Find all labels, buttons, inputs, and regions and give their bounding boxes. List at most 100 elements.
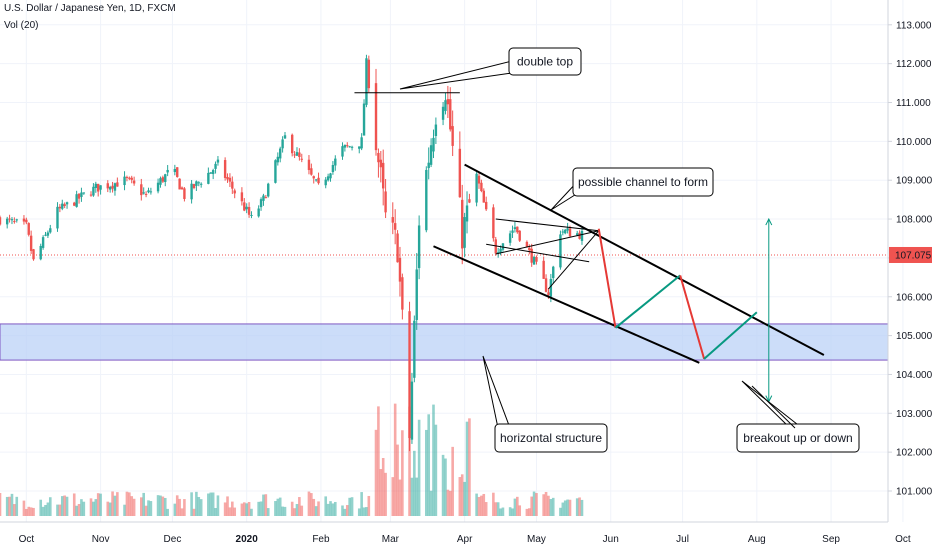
candle [257,205,260,218]
volume-bar [276,498,280,516]
candle [207,167,210,185]
projection-leg[interactable] [679,275,706,360]
volume-bar [75,505,78,516]
candle [180,186,184,190]
candle [262,193,265,206]
volume-bar [451,446,454,516]
volume-bar [233,507,237,516]
candle [564,228,567,235]
candle [243,198,246,212]
candle [513,221,517,233]
wedge-line[interactable] [495,230,599,255]
projection-leg[interactable] [703,311,758,360]
callout-horizontal-structure[interactable]: horizontal structure [482,355,608,453]
volume-bar [207,493,210,516]
projection-leg[interactable] [597,228,617,328]
wedge-line[interactable] [495,218,599,232]
callout-possible-channel[interactable]: possible channel to form [550,167,714,211]
volume-bar [501,507,505,516]
volume-bar [159,495,162,516]
wedge-line[interactable] [486,243,590,263]
volume-bar [568,499,572,516]
price-tick-label: 105.000 [896,331,932,342]
volume-bar [432,404,435,516]
candle [307,155,311,175]
time-tick-label: May [527,534,546,545]
volume-bar [331,503,335,516]
arrow-head-up [765,217,773,226]
time-tick-label: Oct [895,534,911,545]
candle [348,145,351,148]
time-tick-label: Oct [19,534,35,545]
volume-bar [293,508,296,516]
volume-bar [106,501,110,516]
candle [209,172,212,174]
volume-bar [41,506,45,516]
volume-bar [494,502,498,516]
callout-breakout-pointer [751,385,796,429]
volume-bar [527,508,531,516]
volume-bar [92,501,95,516]
volume-bars [0,403,584,516]
volume-bar [39,499,43,516]
price-tick-label: 113.000 [896,20,932,31]
candle [46,230,50,238]
candle [228,173,232,187]
volume-bar [329,501,332,516]
wedge-line[interactable] [548,230,600,290]
volume-bar [281,506,284,516]
candle [192,183,196,190]
volume-bar [161,496,165,516]
volume-bar [460,474,464,516]
volume-bar [425,429,428,516]
volume-bar [216,495,220,516]
price-tick-label: 109.000 [896,176,932,187]
volume-bar [173,503,177,516]
candle [425,166,428,233]
candle [149,187,153,195]
volume-bar [96,493,100,516]
callout-horizontal-structure-text: horizontal structure [500,431,602,445]
volume-bar [324,496,328,516]
candle [525,240,529,248]
candle [511,225,514,238]
volume-bar [147,500,150,516]
candle [293,151,296,159]
volume-bar [542,494,545,516]
channel-line-2[interactable] [433,245,700,364]
volume-bar [111,491,114,516]
price-axis[interactable]: 113.000 112.000 111.000 110.000 109.000 108.0… [887,0,932,522]
candle [29,230,33,254]
volume-bar [274,501,277,516]
volume-bar [547,495,550,516]
volume-bar [496,502,500,516]
candle [89,191,93,197]
callout-breakout[interactable]: breakout up or down [736,380,860,453]
candle [92,183,95,197]
candle [561,229,565,236]
volume-bar [175,495,179,516]
candle [214,161,217,174]
volume-bar [99,493,102,516]
candle [178,178,181,190]
volume-bar [544,491,548,516]
time-tick-label: Dec [164,534,182,545]
candle [410,372,414,444]
volume-bar [163,497,167,516]
volume-bar [492,492,495,516]
time-axis[interactable]: Oct Nov Dec 2020 Feb Mar Apr May Jun Jul Aug Sep Oct [0,521,911,545]
candle [99,185,102,195]
candle [164,173,167,187]
price-tick-label: 110.000 [896,137,932,148]
volume-bar [178,498,181,516]
volume-bar [391,477,395,516]
candle [451,110,454,157]
channel-line-1[interactable] [464,163,825,356]
volume-bar [575,498,579,516]
volume-bar [580,499,584,516]
volume-bar [65,496,69,516]
callout-double-top[interactable]: double top [399,47,582,90]
candle [245,203,248,214]
projection-leg[interactable] [614,274,681,329]
